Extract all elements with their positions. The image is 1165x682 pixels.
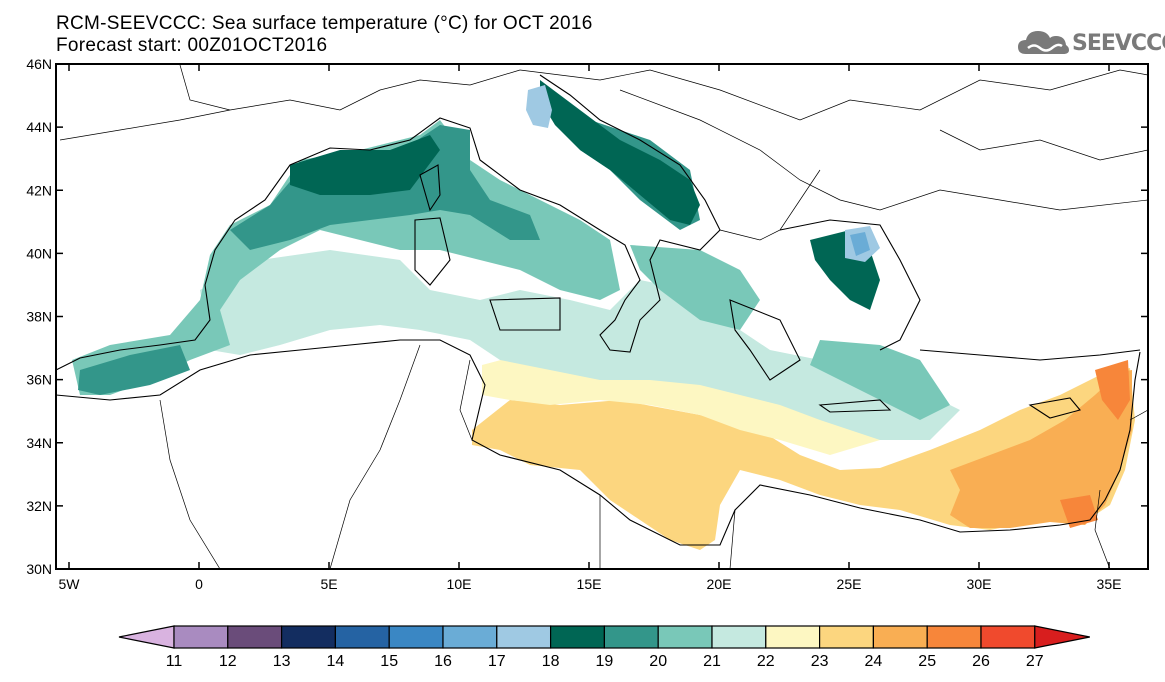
colorbar-label: 25 [918,653,936,670]
colorbar-label: 17 [488,653,506,670]
x-tick-label: 20E [707,576,732,592]
cloud-icon [1018,31,1069,54]
colorbar-label: 27 [1026,653,1044,670]
colorbar-label: 19 [596,653,614,670]
colorbar-label: 13 [273,653,291,670]
colorbar-label: 15 [380,653,398,670]
sst-region-25 [950,370,1132,528]
colorbar-swatch [281,625,337,649]
sst-region-22 [200,250,960,440]
sst-region-26 [1060,360,1130,528]
x-tick-label: 5E [320,576,337,592]
colorbar-label: 18 [542,653,560,670]
colorbar-label: 20 [649,653,667,670]
colorbar-swatch [872,625,928,649]
colorbar-label: 11 [166,653,183,670]
longitude-axis: 5W 0 5E 10E 15E 20E 25E 30E 35E [59,64,1122,592]
x-tick-label: 0 [195,576,203,592]
colorbar-swatch [603,625,659,649]
y-tick-label: 34N [26,435,52,451]
latitude-axis: 30N 32N 34N 36N 38N 40N 42N 44N 46N [26,56,1148,577]
colorbar-swatch [765,625,821,649]
colorbar-swatch [980,625,1036,649]
colorbar-swatch [388,625,444,649]
borders [59,64,1148,569]
colorbar-label: 14 [327,653,345,670]
sst-field [72,80,1135,550]
y-tick-label: 44N [26,119,52,135]
y-tick-label: 36N [26,372,52,388]
colorbar-label: 23 [811,653,829,670]
x-tick-label: 25E [837,576,862,592]
colorbar-label: 22 [757,653,775,670]
sst-region-17 [850,232,870,256]
colorbar-label: 21 [703,653,721,670]
colorbar-swatch [334,625,390,649]
colorbar-swatch [818,625,874,649]
colorbar-label: 26 [972,653,990,670]
x-tick-label: 10E [447,576,472,592]
seevccc-logo: SEEVCCC [1016,26,1165,58]
y-tick-label: 40N [26,245,52,261]
colorbar: 11 12 13 14 15 16 17 18 19 20 21 22 23 24 25 26 27 [118,625,1090,670]
sst-region-19 [290,80,880,310]
x-tick-label: 5W [59,576,81,592]
x-tick-label: 30E [967,576,992,592]
y-tick-label: 30N [26,561,52,577]
colorbar-label: 16 [434,653,452,670]
logo-text: SEEVCCC [1072,31,1165,56]
x-tick-label: 15E [577,576,602,592]
colorbar-swatch [711,625,767,649]
x-tick-label: 35E [1097,576,1122,592]
colorbar-label: 24 [865,653,883,670]
colorbar-swatch [549,625,605,649]
colorbar-swatch [227,625,283,649]
y-tick-label: 38N [26,309,52,325]
colorbar-swatch [442,625,498,649]
colorbar-swatch [496,625,552,649]
colorbar-min-triangle [118,625,175,649]
y-tick-label: 32N [26,498,52,514]
colorbar-max-triangle [1034,625,1090,649]
coastlines [56,74,1141,546]
y-tick-label: 42N [26,182,52,198]
map-title: RCM-SEEVCCC: Sea surface temperature (°C… [56,13,593,34]
y-tick-label: 46N [26,56,52,72]
colorbar-label: 12 [219,653,237,670]
colorbar-swatch [173,625,229,649]
colorbar-swatch [926,625,982,649]
forecast-start-label: Forecast start: 00Z01OCT2016 [56,35,328,56]
colorbar-swatch [657,625,713,649]
sst-region-23 [482,355,900,455]
